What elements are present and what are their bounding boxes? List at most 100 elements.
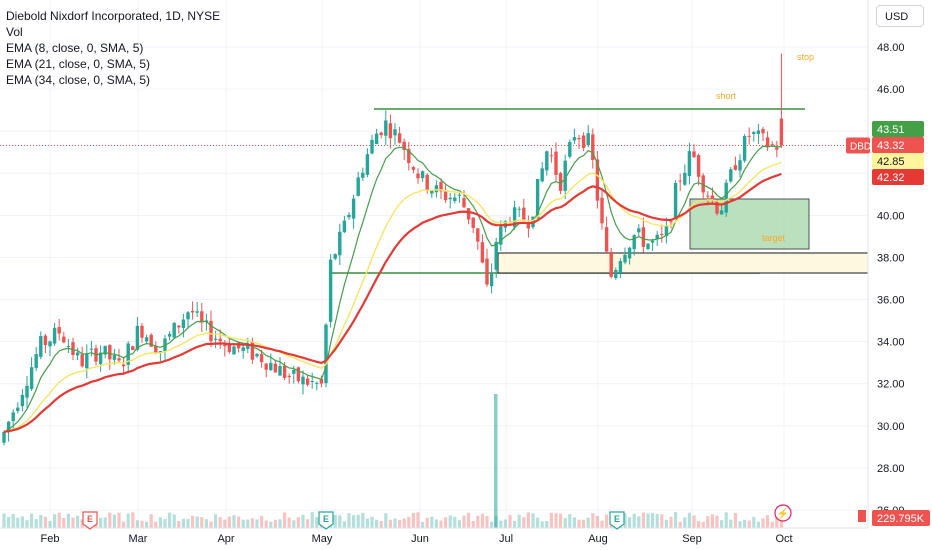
candle-body bbox=[572, 137, 577, 141]
candle-body bbox=[393, 129, 397, 136]
volume-bar bbox=[568, 514, 572, 528]
volume-bar bbox=[572, 517, 576, 528]
earnings-marker-label: E bbox=[87, 514, 93, 524]
volume-bar bbox=[526, 512, 530, 528]
volume-bar bbox=[283, 512, 287, 528]
ema34-legend[interactable]: EMA (34, close, 0, SMA, 5) bbox=[6, 73, 151, 87]
volume-bar bbox=[66, 513, 70, 528]
volume-bar bbox=[388, 519, 392, 528]
ticker-tag: DBD bbox=[850, 141, 871, 152]
candle-body bbox=[80, 354, 84, 367]
candle-body bbox=[729, 169, 733, 182]
candle-body bbox=[75, 352, 80, 356]
candle-body bbox=[439, 181, 443, 192]
volume-bar bbox=[103, 517, 107, 528]
candle-body bbox=[131, 346, 135, 351]
volume-bar bbox=[186, 519, 190, 528]
volume-bar bbox=[34, 519, 38, 528]
volume-bar bbox=[425, 517, 429, 528]
ema8-line bbox=[3, 145, 782, 433]
volume-bar bbox=[733, 512, 737, 528]
volume-bar bbox=[632, 513, 636, 528]
volume-bar bbox=[692, 515, 696, 528]
candle-body bbox=[733, 165, 738, 170]
trade-zones: stop short target bbox=[0, 52, 869, 274]
candle-body bbox=[319, 378, 324, 384]
ema8-legend[interactable]: EMA (8, close, 0, SMA, 5) bbox=[6, 41, 144, 55]
target-zone bbox=[689, 198, 810, 250]
y-tick-label: 32.00 bbox=[877, 379, 905, 391]
x-tick-label: Jun bbox=[411, 533, 429, 545]
volume-bar bbox=[724, 512, 728, 528]
ema21-legend[interactable]: EMA (21, close, 0, SMA, 5) bbox=[6, 57, 151, 71]
volume-bar bbox=[407, 516, 411, 528]
volume-bar bbox=[462, 515, 466, 528]
volume-bar bbox=[237, 516, 241, 528]
candle-body bbox=[89, 348, 94, 350]
candle-body bbox=[545, 151, 549, 171]
candle-body bbox=[365, 154, 370, 175]
volume-bar bbox=[779, 521, 783, 528]
volume-bar bbox=[255, 519, 259, 528]
x-tick-label: Oct bbox=[775, 533, 792, 545]
candle-body bbox=[397, 133, 402, 143]
price-labels: DBD 43.51 43.32 42.85 42.32 229.795K bbox=[846, 121, 930, 526]
volume-bar bbox=[191, 515, 195, 528]
volume-bar bbox=[453, 516, 457, 528]
candle-body bbox=[20, 394, 25, 407]
candle-body bbox=[384, 120, 388, 136]
candle-body bbox=[16, 407, 20, 412]
chart-title: Diebold Nixdorf Incorporated, 1D, NYSE bbox=[6, 9, 221, 23]
candle-body bbox=[379, 132, 383, 136]
volume-bar bbox=[43, 516, 47, 528]
volume-bar bbox=[503, 519, 507, 528]
candle-body bbox=[646, 243, 650, 250]
candle-body bbox=[342, 220, 347, 233]
candle-body bbox=[770, 144, 774, 146]
volume-bar bbox=[149, 514, 153, 528]
candle-body bbox=[140, 325, 144, 338]
volume-bar bbox=[517, 514, 521, 528]
candle-body bbox=[43, 335, 48, 346]
candle-body bbox=[618, 261, 623, 273]
candle-body bbox=[650, 240, 655, 243]
volume-bar bbox=[398, 520, 402, 528]
candle-body bbox=[282, 365, 287, 378]
volume-bar bbox=[582, 519, 586, 528]
currency-button[interactable]: USD bbox=[876, 5, 924, 27]
volume-bar bbox=[513, 520, 517, 528]
candle-body bbox=[39, 336, 43, 357]
candle-body bbox=[361, 172, 365, 178]
ema21-line bbox=[3, 161, 782, 433]
candle-body bbox=[57, 326, 61, 334]
candle-body bbox=[2, 431, 6, 443]
candle-body bbox=[637, 228, 641, 233]
candle-body bbox=[218, 338, 222, 342]
volume-bar bbox=[53, 514, 57, 528]
volume-bar bbox=[641, 512, 645, 528]
volume-bar bbox=[591, 513, 595, 528]
volume-bar bbox=[338, 515, 342, 528]
volume-bar bbox=[761, 518, 765, 528]
candle-body bbox=[209, 320, 213, 342]
volume-legend[interactable]: Vol bbox=[6, 25, 23, 39]
candle-body bbox=[154, 345, 158, 354]
volume-bar bbox=[434, 519, 438, 528]
candle-body bbox=[167, 333, 172, 337]
volume-bar bbox=[683, 517, 687, 528]
candle-body bbox=[457, 194, 462, 196]
volume-bar bbox=[260, 515, 264, 528]
volume-bar bbox=[163, 519, 167, 528]
volume-bar bbox=[508, 515, 512, 528]
y-tick-label: 38.00 bbox=[877, 252, 905, 264]
candle-body bbox=[632, 235, 636, 250]
volume-bar bbox=[370, 516, 374, 528]
candle-body bbox=[356, 177, 360, 196]
candle-body bbox=[738, 160, 742, 171]
ticker-tag-bg bbox=[846, 137, 870, 154]
candle-body bbox=[48, 341, 52, 347]
volume-bar bbox=[246, 519, 250, 528]
candle-body bbox=[416, 173, 420, 179]
volume-bar bbox=[195, 516, 199, 528]
